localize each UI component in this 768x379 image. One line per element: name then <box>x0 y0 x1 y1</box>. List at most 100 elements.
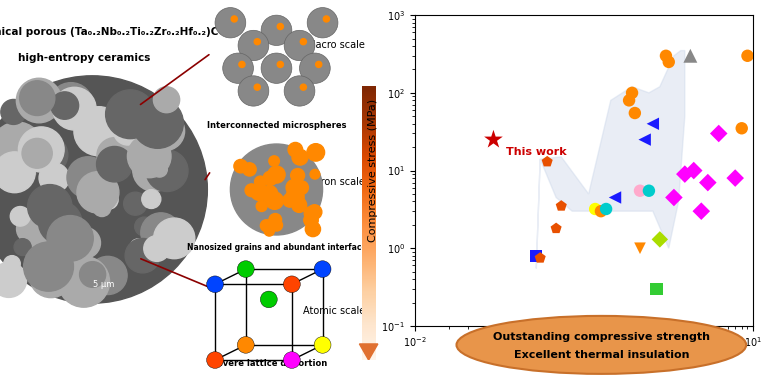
Circle shape <box>24 242 74 291</box>
Circle shape <box>268 166 285 183</box>
Circle shape <box>261 53 292 83</box>
Circle shape <box>0 122 43 173</box>
Circle shape <box>283 352 300 368</box>
Circle shape <box>8 152 38 182</box>
Text: This work: This work <box>506 147 567 157</box>
Circle shape <box>145 111 184 151</box>
Circle shape <box>14 239 31 255</box>
Circle shape <box>0 152 35 193</box>
Circle shape <box>67 157 109 198</box>
Circle shape <box>260 220 273 232</box>
Point <box>741 53 753 59</box>
Polygon shape <box>536 50 685 268</box>
Circle shape <box>93 199 111 216</box>
Circle shape <box>283 194 296 207</box>
Circle shape <box>153 219 187 254</box>
Circle shape <box>114 117 142 145</box>
Point <box>702 180 714 186</box>
Circle shape <box>257 201 267 211</box>
Circle shape <box>251 187 264 200</box>
Point <box>634 188 646 194</box>
Text: high-entropy ceramics: high-entropy ceramics <box>18 53 151 63</box>
Circle shape <box>141 213 181 252</box>
Point <box>713 130 725 136</box>
Circle shape <box>234 160 247 173</box>
Circle shape <box>316 61 322 67</box>
Circle shape <box>254 84 260 90</box>
Circle shape <box>263 171 277 185</box>
Point <box>589 206 601 212</box>
Circle shape <box>38 201 82 244</box>
Circle shape <box>260 291 277 308</box>
Circle shape <box>18 127 64 172</box>
Circle shape <box>20 81 55 116</box>
Circle shape <box>243 163 257 176</box>
Circle shape <box>291 169 305 182</box>
Point <box>541 159 553 165</box>
Circle shape <box>1 99 26 124</box>
Circle shape <box>295 181 309 194</box>
Point <box>650 286 663 292</box>
Text: Interconnected microspheres: Interconnected microspheres <box>207 121 346 130</box>
Circle shape <box>16 78 61 123</box>
Circle shape <box>304 213 318 227</box>
Circle shape <box>261 15 292 45</box>
Circle shape <box>127 135 171 178</box>
Circle shape <box>51 92 78 119</box>
Circle shape <box>138 113 154 129</box>
Circle shape <box>310 169 319 179</box>
Polygon shape <box>359 344 378 360</box>
Text: Macro scale: Macro scale <box>307 41 365 50</box>
Text: Atomic scale: Atomic scale <box>303 306 365 316</box>
Circle shape <box>266 192 283 209</box>
Point <box>660 53 672 59</box>
X-axis label: κT (W·m⁻¹·K⁻¹): κT (W·m⁻¹·K⁻¹) <box>538 352 630 365</box>
Point <box>679 171 691 177</box>
Circle shape <box>69 227 101 258</box>
Point <box>667 194 680 200</box>
Circle shape <box>134 217 154 236</box>
Point <box>600 206 612 212</box>
Circle shape <box>58 256 110 307</box>
Circle shape <box>261 185 278 202</box>
Point <box>647 121 659 127</box>
Circle shape <box>144 236 170 262</box>
Point <box>534 255 546 261</box>
Circle shape <box>292 197 306 212</box>
Point <box>629 110 641 116</box>
Circle shape <box>237 337 254 353</box>
Circle shape <box>307 205 322 219</box>
Circle shape <box>230 144 323 235</box>
Circle shape <box>215 8 246 38</box>
Circle shape <box>154 87 180 113</box>
Circle shape <box>29 136 68 174</box>
Circle shape <box>0 262 27 298</box>
Point <box>626 90 638 96</box>
Circle shape <box>131 239 146 254</box>
Circle shape <box>223 53 253 83</box>
Circle shape <box>154 218 195 259</box>
Circle shape <box>286 180 303 196</box>
Circle shape <box>30 255 72 298</box>
Point <box>488 136 500 143</box>
Circle shape <box>97 146 133 182</box>
Circle shape <box>132 125 168 160</box>
Point <box>663 59 675 65</box>
Point <box>638 136 650 143</box>
Circle shape <box>88 256 127 294</box>
Point <box>550 226 562 232</box>
Circle shape <box>53 87 96 130</box>
Text: Severe lattice distortion: Severe lattice distortion <box>210 359 327 368</box>
Text: Outstanding compressive strength: Outstanding compressive strength <box>493 332 710 342</box>
Circle shape <box>207 352 223 368</box>
Point <box>643 188 655 194</box>
Circle shape <box>151 105 177 130</box>
Circle shape <box>74 106 124 156</box>
Circle shape <box>284 30 315 61</box>
Circle shape <box>270 219 283 231</box>
Circle shape <box>110 122 147 158</box>
Circle shape <box>307 8 338 38</box>
Circle shape <box>80 262 106 287</box>
Circle shape <box>207 276 223 293</box>
Circle shape <box>50 245 66 261</box>
